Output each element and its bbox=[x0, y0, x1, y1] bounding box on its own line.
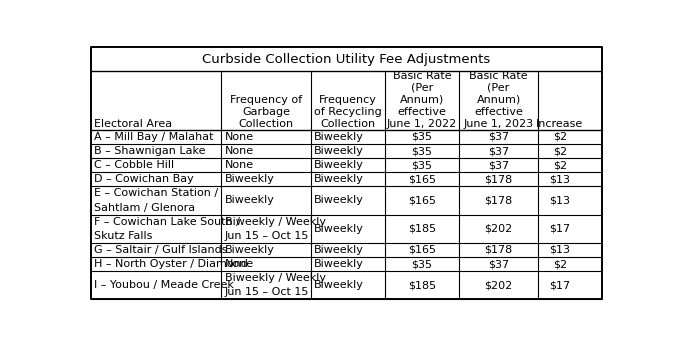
Text: $2: $2 bbox=[553, 132, 567, 142]
Text: $13: $13 bbox=[550, 245, 571, 255]
Text: Frequency of
Garbage
Collection: Frequency of Garbage Collection bbox=[230, 95, 302, 129]
Text: I – Youbou / Meade Creek: I – Youbou / Meade Creek bbox=[95, 280, 235, 290]
Text: None: None bbox=[225, 160, 254, 170]
Text: Biweekly / Weekly: Biweekly / Weekly bbox=[225, 273, 326, 283]
Text: E – Cowichan Station /: E – Cowichan Station / bbox=[95, 188, 218, 199]
Text: None: None bbox=[225, 146, 254, 156]
Text: Jun 15 – Oct 15: Jun 15 – Oct 15 bbox=[225, 231, 309, 241]
Text: Biweekly: Biweekly bbox=[314, 174, 364, 184]
Text: $185: $185 bbox=[408, 280, 436, 290]
Text: Biweekly / Weekly: Biweekly / Weekly bbox=[225, 217, 326, 227]
Text: Biweekly: Biweekly bbox=[314, 195, 364, 205]
Text: $165: $165 bbox=[408, 195, 436, 205]
Text: $37: $37 bbox=[488, 132, 509, 142]
Text: $185: $185 bbox=[408, 224, 436, 234]
Text: C – Cobble Hill: C – Cobble Hill bbox=[95, 160, 174, 170]
Text: $37: $37 bbox=[488, 160, 509, 170]
Text: A – Mill Bay / Malahat: A – Mill Bay / Malahat bbox=[95, 132, 214, 142]
Text: $2: $2 bbox=[553, 259, 567, 269]
Text: Biweekly: Biweekly bbox=[314, 160, 364, 170]
Text: G – Saltair / Gulf Islands: G – Saltair / Gulf Islands bbox=[95, 245, 228, 255]
Text: $2: $2 bbox=[553, 160, 567, 170]
Text: $2: $2 bbox=[553, 146, 567, 156]
Text: Electoral Area: Electoral Area bbox=[95, 119, 172, 129]
Text: None: None bbox=[225, 132, 254, 142]
Text: None: None bbox=[225, 259, 254, 269]
Text: $37: $37 bbox=[488, 146, 509, 156]
Text: $35: $35 bbox=[412, 132, 433, 142]
Text: $165: $165 bbox=[408, 245, 436, 255]
Text: $178: $178 bbox=[485, 174, 512, 184]
Text: $202: $202 bbox=[485, 280, 512, 290]
Text: $165: $165 bbox=[408, 174, 436, 184]
Text: B – Shawnigan Lake: B – Shawnigan Lake bbox=[95, 146, 206, 156]
Text: $17: $17 bbox=[550, 224, 571, 234]
Text: Skutz Falls: Skutz Falls bbox=[95, 231, 153, 241]
Text: $13: $13 bbox=[550, 195, 571, 205]
Text: Biweekly: Biweekly bbox=[314, 259, 364, 269]
Text: $13: $13 bbox=[550, 174, 571, 184]
Text: $35: $35 bbox=[412, 160, 433, 170]
Text: Increase: Increase bbox=[536, 119, 583, 129]
Text: Biweekly: Biweekly bbox=[314, 224, 364, 234]
Text: H – North Oyster / Diamond: H – North Oyster / Diamond bbox=[95, 259, 248, 269]
Text: $35: $35 bbox=[412, 146, 433, 156]
Text: Biweekly: Biweekly bbox=[225, 174, 274, 184]
Text: Biweekly: Biweekly bbox=[314, 132, 364, 142]
Text: Frequency
of Recycling
Collection: Frequency of Recycling Collection bbox=[314, 95, 382, 129]
Text: Jun 15 – Oct 15: Jun 15 – Oct 15 bbox=[225, 287, 309, 298]
Text: Biweekly: Biweekly bbox=[225, 195, 274, 205]
Text: $17: $17 bbox=[550, 280, 571, 290]
Text: $37: $37 bbox=[488, 259, 509, 269]
Text: D – Cowichan Bay: D – Cowichan Bay bbox=[95, 174, 194, 184]
Text: F – Cowichan Lake South /: F – Cowichan Lake South / bbox=[95, 217, 241, 227]
Text: Basic Rate
(Per
Annum)
effective
June 1, 2023: Basic Rate (Per Annum) effective June 1,… bbox=[464, 71, 533, 129]
Text: $178: $178 bbox=[485, 245, 512, 255]
Text: Curbside Collection Utility Fee Adjustments: Curbside Collection Utility Fee Adjustme… bbox=[202, 53, 491, 66]
Text: $202: $202 bbox=[485, 224, 512, 234]
Text: Sahtlam / Glenora: Sahtlam / Glenora bbox=[95, 203, 195, 212]
Text: Biweekly: Biweekly bbox=[314, 245, 364, 255]
Text: Biweekly: Biweekly bbox=[314, 280, 364, 290]
Text: Basic Rate
(Per
Annum)
effective
June 1, 2022: Basic Rate (Per Annum) effective June 1,… bbox=[387, 71, 457, 129]
Text: $35: $35 bbox=[412, 259, 433, 269]
Text: $178: $178 bbox=[485, 195, 512, 205]
Text: Biweekly: Biweekly bbox=[225, 245, 274, 255]
Text: Biweekly: Biweekly bbox=[314, 146, 364, 156]
